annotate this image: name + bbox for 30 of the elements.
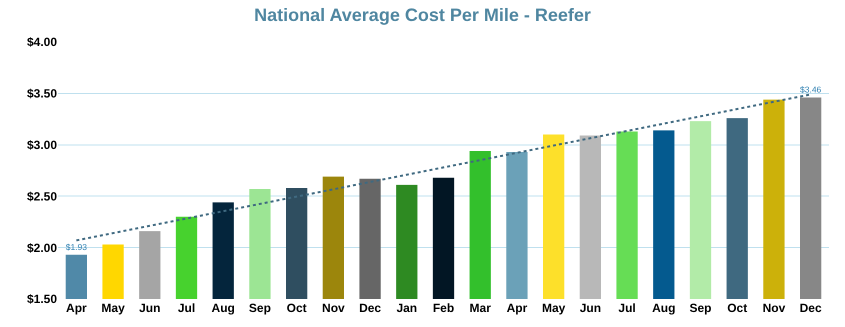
x-tick-label: Nov <box>322 301 346 315</box>
x-tick-label: Feb <box>432 301 454 315</box>
y-tick-label: $3.00 <box>26 138 58 152</box>
x-tick-label: Aug <box>652 301 676 315</box>
x-tick-label: Jun <box>580 301 602 315</box>
data-label: $3.46 <box>800 84 822 95</box>
x-tick-label: Jul <box>618 301 636 315</box>
x-tick-label: May <box>542 301 566 315</box>
x-tick-label: Nov <box>762 301 786 315</box>
x-tick-label: Dec <box>800 301 822 315</box>
x-tick-label: Sep <box>689 301 712 315</box>
y-tick-label: $4.00 <box>26 35 58 50</box>
x-tick-label: Apr <box>506 301 528 315</box>
y-tick-label: $3.50 <box>26 86 58 101</box>
chart-title: National Average Cost Per Mile - Reefer <box>254 4 591 25</box>
x-tick-label: Jul <box>178 301 196 315</box>
x-tick-label: Apr <box>66 301 88 315</box>
y-tick-label: $2.00 <box>26 240 58 255</box>
y-tick-label: $1.50 <box>26 292 58 306</box>
x-tick-label: Jun <box>139 301 160 315</box>
data-label: $1.93 <box>66 242 88 252</box>
x-tick-label: Oct <box>286 301 307 315</box>
x-tick-label: Oct <box>727 301 748 315</box>
x-tick-label: Aug <box>212 301 235 315</box>
x-tick-label: Dec <box>359 301 382 315</box>
x-tick-label: Jan <box>396 301 418 315</box>
y-tick-label: $2.50 <box>26 189 58 204</box>
x-tick-label: Mar <box>470 301 492 315</box>
x-tick-label: May <box>101 301 126 315</box>
x-tick-label: Sep <box>248 301 271 315</box>
